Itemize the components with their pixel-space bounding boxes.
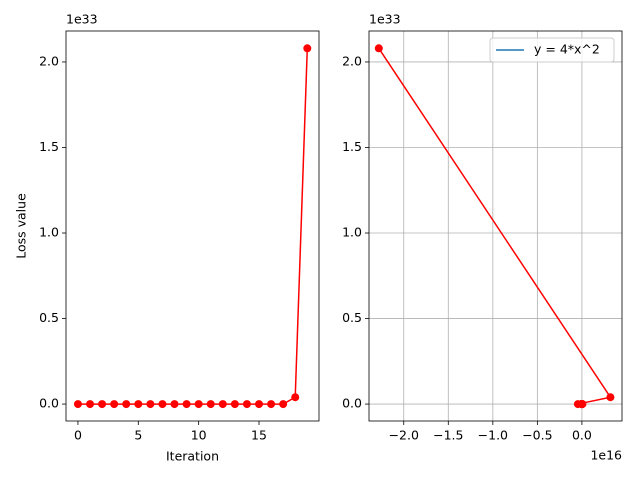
axes-frame (368, 30, 623, 422)
y-tick-label: 1.5 (342, 139, 362, 154)
y-tick-label: 1.0 (342, 225, 362, 240)
data-point (218, 400, 227, 409)
data-point (291, 393, 300, 402)
y-tick-label: 2.0 (342, 53, 362, 68)
legend-box (489, 37, 615, 63)
y-tick-label: 0.0 (39, 396, 59, 411)
y-tick-label: 1.0 (39, 225, 59, 240)
x-axis-label: Iteration (166, 449, 219, 464)
data-point (134, 400, 143, 409)
x-tick-label: −0.5 (522, 428, 552, 443)
y-tick-label: 0.5 (39, 310, 59, 325)
y-offset-label: 1e33 (66, 12, 98, 27)
x-tick-label: 0.0 (572, 428, 592, 443)
legend-label: y = 4*x^2 (534, 42, 600, 57)
y-tick-label: 2.0 (39, 53, 59, 68)
y-axis-label: Loss value (14, 193, 29, 259)
data-point (73, 400, 82, 409)
data-point (255, 400, 264, 409)
data-point (267, 400, 276, 409)
data-line (77, 48, 309, 405)
x-tick-label: 15 (251, 428, 267, 443)
x-tick-label: 0 (74, 428, 82, 443)
data-point (374, 44, 383, 53)
y-offset-label: 1e33 (369, 12, 401, 27)
y-tick-label: 0.5 (342, 310, 362, 325)
x-tick-label: −1.0 (478, 428, 508, 443)
data-line (378, 47, 612, 405)
data-point (110, 400, 119, 409)
data-point (573, 400, 582, 409)
axes-frame (65, 30, 320, 422)
data-point (98, 400, 107, 409)
x-tick-label: −1.5 (433, 428, 463, 443)
data-point (146, 400, 155, 409)
data-point (122, 400, 131, 409)
x-offset-label: 1e16 (590, 448, 622, 463)
x-tick-label: −2.0 (389, 428, 419, 443)
data-point (86, 400, 95, 409)
data-point (303, 44, 312, 53)
x-tick-label: 5 (134, 428, 142, 443)
data-point (230, 400, 239, 409)
data-point (606, 393, 615, 402)
y-tick-label: 1.5 (39, 139, 59, 154)
data-point (194, 400, 203, 409)
y-tick-label: 0.0 (342, 396, 362, 411)
data-point (182, 400, 191, 409)
data-point (279, 400, 288, 409)
data-point (242, 400, 251, 409)
data-point (206, 400, 215, 409)
data-point (170, 400, 179, 409)
data-point (158, 400, 167, 409)
x-tick-label: 10 (191, 428, 207, 443)
